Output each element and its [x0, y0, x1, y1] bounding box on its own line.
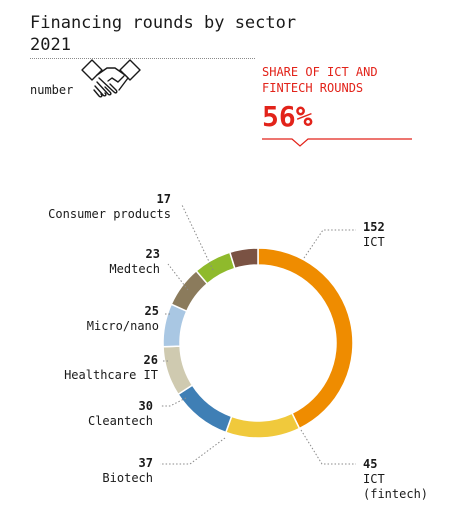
category-label-biotech: Biotech [102, 471, 153, 485]
slice-ict [257, 247, 354, 430]
kpi-label-line2: FINTECH ROUNDS [262, 81, 364, 95]
leader-line-biotech [160, 437, 226, 465]
kpi-rule [262, 138, 412, 147]
unit-divider [30, 58, 255, 59]
handshake-icon [80, 58, 142, 110]
leader-line-consumer-products [181, 204, 214, 271]
data-label-ict-fintech: 45 [363, 457, 377, 471]
data-label-healthcare-it: 26 [144, 353, 158, 367]
kpi-label-line1: SHARE OF ICT AND [262, 65, 378, 79]
chart-title-line2: 2021 [30, 35, 71, 55]
category-label-ict-fintech: ICT [363, 472, 385, 486]
kpi-value: 56% [262, 100, 313, 133]
leader-line-cleantech [160, 397, 187, 407]
category-label-healthcare-it: Healthcare IT [64, 368, 158, 382]
leader-line-medtech [167, 263, 189, 291]
category-label-consumer-products: Consumer products [48, 207, 171, 221]
slice-consumer-products [228, 247, 259, 270]
category-label-ict-fintech-line2: (fintech) [363, 487, 428, 501]
leader-line-ict-fintech [300, 429, 356, 465]
data-label-biotech: 37 [139, 456, 153, 470]
data-label-micro-nano: 25 [145, 304, 159, 318]
slice-healthcare-it [162, 303, 188, 348]
slice-biotech [177, 384, 233, 434]
data-label-medtech: 23 [146, 247, 160, 261]
data-label-consumer-products: 17 [157, 192, 171, 206]
category-label-medtech: Medtech [109, 262, 160, 276]
category-label-ict: ICT [363, 235, 385, 249]
data-label-cleantech: 30 [139, 399, 153, 413]
slice-ict-fintech [224, 412, 301, 439]
category-label-cleantech: Cleantech [88, 414, 153, 428]
category-label-micro-nano: Micro/nano [87, 319, 159, 333]
kpi-block: SHARE OF ICT AND FINTECH ROUNDS 56% [262, 64, 378, 134]
unit-label: number [30, 83, 74, 97]
slice-cleantech [162, 345, 194, 396]
chart-title-line1: Financing rounds by sector [30, 13, 297, 33]
data-label-ict: 152 [363, 220, 385, 234]
chart-title: Financing rounds by sector 2021 [30, 12, 296, 56]
leader-line-ict [303, 229, 356, 259]
